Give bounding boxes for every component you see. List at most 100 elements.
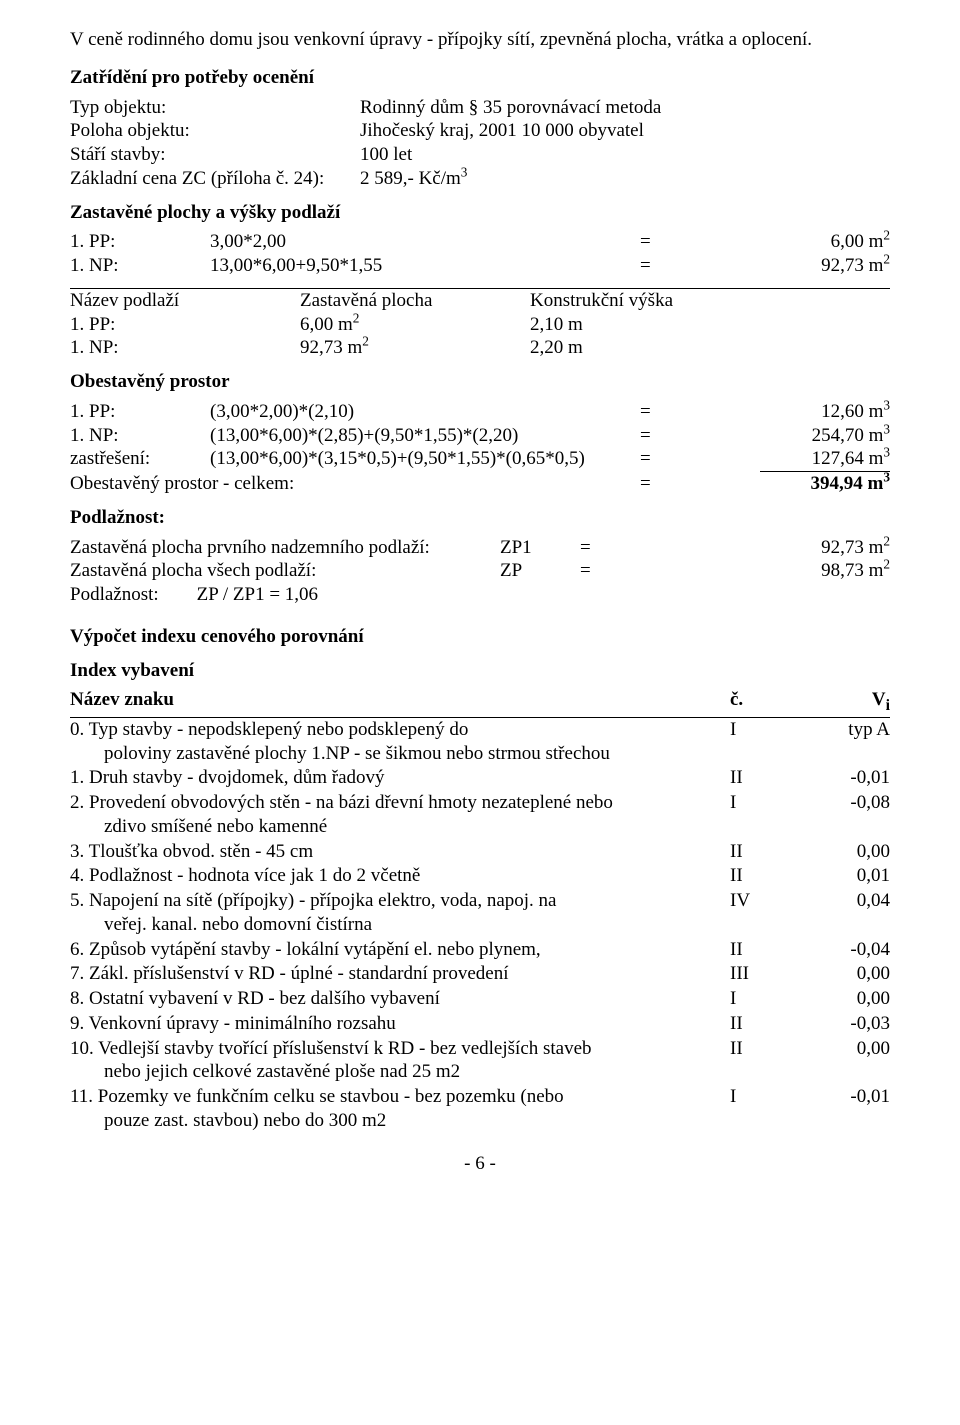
kv1-a: 1. PP: [70, 313, 300, 337]
stari-label: Stáří stavby: [70, 143, 360, 167]
idx-row-val: -0,03 [790, 1012, 890, 1037]
idx-row-name: 3. Tloušťka obvod. stěn - 45 cm [70, 840, 730, 865]
p2-a: Zastavěná plocha všech podlaží: [70, 559, 500, 583]
idx-row-val: -0,04 [790, 938, 890, 963]
idx-row-num: II [730, 1012, 790, 1037]
p1-eq: = [580, 536, 620, 560]
kv-table: Název podlaží Zastavěná plocha Konstrukč… [70, 288, 890, 360]
idx-row-num: I [730, 987, 790, 1012]
p2-b: ZP [500, 559, 580, 583]
idx-row-val: typ A [790, 717, 890, 766]
idx-row-num: II [730, 840, 790, 865]
p2-eq: = [580, 559, 620, 583]
idx-head-name: Název znaku [70, 688, 730, 717]
p1-b: ZP1 [500, 536, 580, 560]
idx-row-val: 0,04 [790, 889, 890, 938]
idx-heading: Index vybavení [70, 659, 890, 683]
idx-row-name: 1. Druh stavby - dvojdomek, dům řadový [70, 766, 730, 791]
idx-row-num: III [730, 962, 790, 987]
kv2-c: 2,20 m [530, 336, 890, 360]
intro-text: V ceně rodinného domu jsou venkovní úpra… [70, 28, 890, 52]
idx-row-num: II [730, 938, 790, 963]
ob1-r: 12,60 m3 [700, 400, 890, 424]
kvh-a: Název podlaží [70, 288, 300, 312]
ob1-a: 1. PP: [70, 400, 210, 424]
ob3-eq: = [640, 447, 700, 471]
idx-row-num: IV [730, 889, 790, 938]
kv2-a: 1. NP: [70, 336, 300, 360]
ob1-eq: = [640, 400, 700, 424]
idx-row-val: 0,00 [790, 987, 890, 1012]
p1-a: Zastavěná plocha prvního nadzemního podl… [70, 536, 500, 560]
idx-row-num: I [730, 791, 790, 840]
stari-value: 100 let [360, 143, 890, 167]
idx-row-num: I [730, 1085, 790, 1134]
p3: Podlažnost: ZP / ZP1 = 1,06 [70, 583, 890, 607]
kv1-c: 2,10 m [530, 313, 890, 337]
idx-row-name: 11. Pozemky ve funkčním celku se stavbou… [70, 1085, 730, 1134]
idx-row-num: II [730, 766, 790, 791]
obt-a: Obestavěný prostor - celkem: [70, 472, 640, 496]
idx-table: Název znaku č. Vi 0. Typ stavby - nepods… [70, 688, 890, 1133]
z1-r: 6,00 m2 [700, 230, 890, 254]
podl-table: Zastavěná plocha prvního nadzemního podl… [70, 536, 890, 584]
obt-r: 394,94 m3 [700, 472, 890, 496]
idx-row-name: 9. Venkovní úpravy - minimálního rozsahu [70, 1012, 730, 1037]
ob2-b: (13,00*6,00)*(2,85)+(9,50*1,55)*(2,20) [210, 424, 640, 448]
idx-row-name: 7. Zákl. příslušenství v RD - úplné - st… [70, 962, 730, 987]
zast-table: 1. PP: 3,00*2,00 = 6,00 m2 1. NP: 13,00*… [70, 230, 890, 278]
idx-head-val: Vi [790, 688, 890, 717]
zc-value: 2 589,- Kč/m3 [360, 167, 890, 191]
ob3-a: zastřešení: [70, 447, 210, 471]
classification-heading: Zatřídění pro potřeby ocenění [70, 66, 890, 90]
ob2-r: 254,70 m3 [700, 424, 890, 448]
idx-row-name: 8. Ostatní vybavení v RD - bez dalšího v… [70, 987, 730, 1012]
kvh-b: Zastavěná plocha [300, 288, 530, 312]
classification-table: Typ objektu: Rodinný dům § 35 porovnávac… [70, 96, 890, 191]
p1-r: 92,73 m2 [620, 536, 890, 560]
z1-a: 1. PP: [70, 230, 210, 254]
idx-head-num: č. [730, 688, 790, 717]
idx-row-val: 0,01 [790, 864, 890, 889]
ob1-b: (3,00*2,00)*(2,10) [210, 400, 640, 424]
kvh-c: Konstrukční výška [530, 288, 890, 312]
idx-row-name: 4. Podlažnost - hodnota více jak 1 do 2 … [70, 864, 730, 889]
idx-row-val: 0,00 [790, 840, 890, 865]
zast-heading: Zastavěné plochy a výšky podlaží [70, 201, 890, 225]
idx-row-name: 2. Provedení obvodových stěn - na bázi d… [70, 791, 730, 840]
idx-row-name: 10. Vedlejší stavby tvořící příslušenstv… [70, 1037, 730, 1086]
ob2-eq: = [640, 424, 700, 448]
idx-row-name: 0. Typ stavby - nepodsklepený nebo podsk… [70, 717, 730, 766]
idx-row-name: 6. Způsob vytápění stavby - lokální vytá… [70, 938, 730, 963]
z2-eq: = [640, 254, 700, 278]
poloha-value: Jihočeský kraj, 2001 10 000 obyvatel [360, 119, 890, 143]
typ-value: Rodinný dům § 35 porovnávací metoda [360, 96, 890, 120]
vyp-heading: Výpočet indexu cenového porovnání [70, 625, 890, 649]
idx-row-val: -0,08 [790, 791, 890, 840]
idx-row-val: 0,00 [790, 962, 890, 987]
ob3-b: (13,00*6,00)*(3,15*0,5)+(9,50*1,55)*(0,6… [210, 447, 640, 471]
idx-row-num: I [730, 717, 790, 766]
kv1-b: 6,00 m2 [300, 313, 530, 337]
idx-row-name: 5. Napojení na sítě (přípojky) - přípojk… [70, 889, 730, 938]
poloha-label: Poloha objektu: [70, 119, 360, 143]
ob-table: 1. PP: (3,00*2,00)*(2,10) = 12,60 m3 1. … [70, 400, 890, 496]
page-number: - 6 - [70, 1152, 890, 1176]
idx-row-val: -0,01 [790, 1085, 890, 1134]
podl-heading: Podlažnost: [70, 506, 890, 530]
z2-b: 13,00*6,00+9,50*1,55 [210, 254, 640, 278]
typ-label: Typ objektu: [70, 96, 360, 120]
z1-b: 3,00*2,00 [210, 230, 640, 254]
ob3-r: 127,64 m3 [700, 447, 890, 471]
z2-a: 1. NP: [70, 254, 210, 278]
idx-row-num: II [730, 864, 790, 889]
z1-eq: = [640, 230, 700, 254]
obt-eq: = [640, 472, 700, 496]
zc-label: Základní cena ZC (příloha č. 24): [70, 167, 360, 191]
p2-r: 98,73 m2 [620, 559, 890, 583]
kv2-b: 92,73 m2 [300, 336, 530, 360]
z2-r: 92,73 m2 [700, 254, 890, 278]
ob-heading: Obestavěný prostor [70, 370, 890, 394]
idx-row-num: II [730, 1037, 790, 1086]
ob2-a: 1. NP: [70, 424, 210, 448]
